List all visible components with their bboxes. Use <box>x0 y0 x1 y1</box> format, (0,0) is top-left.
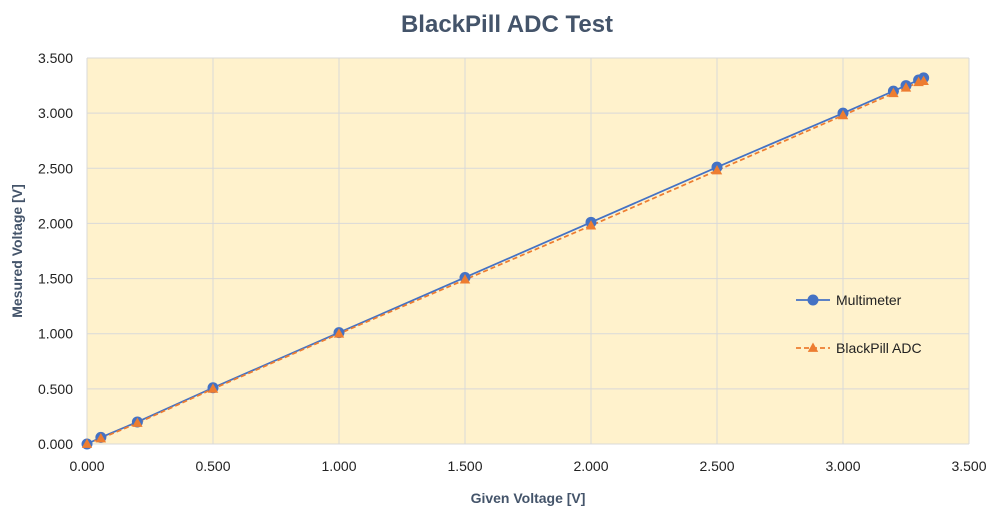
legend-label-2: BlackPill ADC <box>836 340 922 356</box>
series-2-point <box>207 383 219 393</box>
x-tick-label: 1.500 <box>447 458 482 474</box>
x-axis-title: Given Voltage [V] <box>471 490 586 506</box>
y-tick-label: 3.000 <box>38 105 73 121</box>
series-2-point <box>333 328 345 338</box>
x-tick-label: 2.000 <box>573 458 608 474</box>
series-2-point <box>81 438 93 448</box>
legend-marker-1 <box>807 294 819 306</box>
y-tick-label: 3.500 <box>38 50 73 66</box>
x-tick-label: 2.500 <box>699 458 734 474</box>
series-2-point <box>888 87 899 98</box>
x-axis-ticks: 0.000 0.500 1.000 1.500 2.000 2.500 3.000 3.500 <box>69 458 986 474</box>
series-2-point <box>918 75 929 86</box>
legend-marker-2 <box>807 342 819 352</box>
grid-layer <box>86 57 970 445</box>
x-tick-label: 0.500 <box>195 458 230 474</box>
x-tick-label: 1.000 <box>321 458 356 474</box>
y-tick-label: 1.000 <box>38 326 73 342</box>
y-tick-label: 0.000 <box>38 436 73 452</box>
y-axis-ticks: 0.000 0.500 1.000 1.500 2.000 2.500 3.000 3.500 <box>38 50 73 452</box>
x-tick-label: 3.500 <box>951 458 986 474</box>
series-2-point <box>459 274 471 284</box>
legend: Multimeter BlackPill ADC <box>796 292 922 356</box>
y-tick-label: 2.000 <box>38 215 73 231</box>
y-tick-label: 0.500 <box>38 381 73 397</box>
series-2-point <box>132 417 143 427</box>
series-2-point <box>900 82 912 92</box>
chart-title: BlackPill ADC Test <box>401 11 613 38</box>
series-2-point <box>837 109 849 120</box>
legend-label-1: Multimeter <box>836 292 902 308</box>
x-tick-label: 3.000 <box>825 458 860 474</box>
series-2-point <box>711 164 723 175</box>
series-2-point <box>585 220 597 230</box>
x-tick-label: 0.000 <box>69 458 104 474</box>
series-2-point <box>95 432 107 443</box>
series-layer <box>81 72 930 450</box>
y-axis-title: Mesured Voltage [V] <box>9 184 25 318</box>
y-tick-label: 1.500 <box>38 271 73 287</box>
y-tick-label: 2.500 <box>38 160 73 176</box>
